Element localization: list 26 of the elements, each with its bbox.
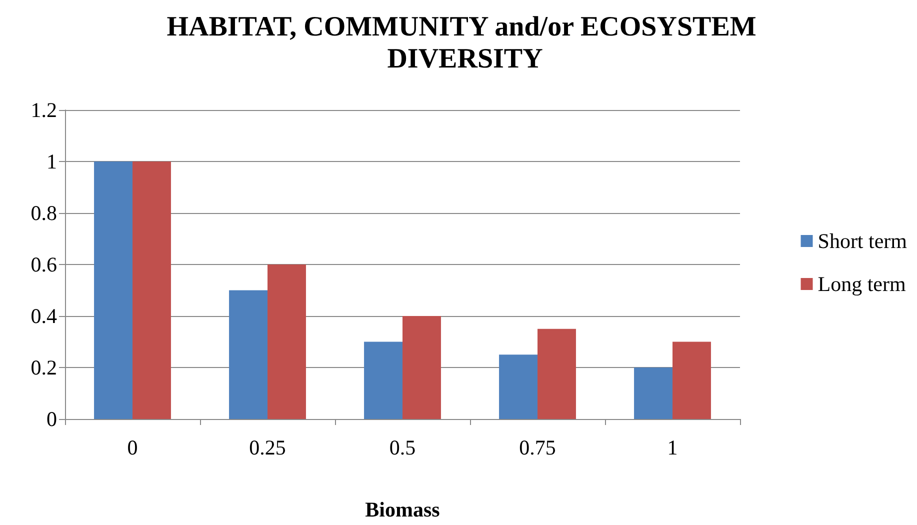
y-tick-label: 0.8 xyxy=(30,201,57,225)
y-tick-label: 0.2 xyxy=(30,356,57,380)
x-tick-label: 0 xyxy=(127,436,138,460)
bar xyxy=(268,264,306,419)
legend-label: Long term xyxy=(818,272,906,296)
y-tick-label: 0.6 xyxy=(30,252,57,276)
bar xyxy=(94,162,132,419)
bar xyxy=(132,162,171,419)
y-tick-label: 1.2 xyxy=(30,98,57,122)
bar xyxy=(672,342,711,419)
bar xyxy=(364,342,402,419)
chart-title: HABITAT, COMMUNITY and/or ECOSYSTEM DIVERSITY xyxy=(166,12,764,74)
legend-label: Short term xyxy=(818,229,908,253)
x-axis-title: Biomass xyxy=(365,498,440,522)
y-tick-label: 0.4 xyxy=(30,304,58,328)
x-tick-label: 0.25 xyxy=(249,436,286,460)
bar xyxy=(402,316,441,419)
bar xyxy=(499,354,538,419)
bar xyxy=(229,290,268,419)
x-tick-label: 0.5 xyxy=(389,436,416,460)
y-tick-label: 1 xyxy=(46,150,57,174)
y-tick-label: 0 xyxy=(46,407,57,431)
x-tick-label: 1 xyxy=(667,436,678,460)
bar xyxy=(634,368,672,419)
x-tick-label: 0.75 xyxy=(519,436,556,460)
bar xyxy=(538,328,576,419)
